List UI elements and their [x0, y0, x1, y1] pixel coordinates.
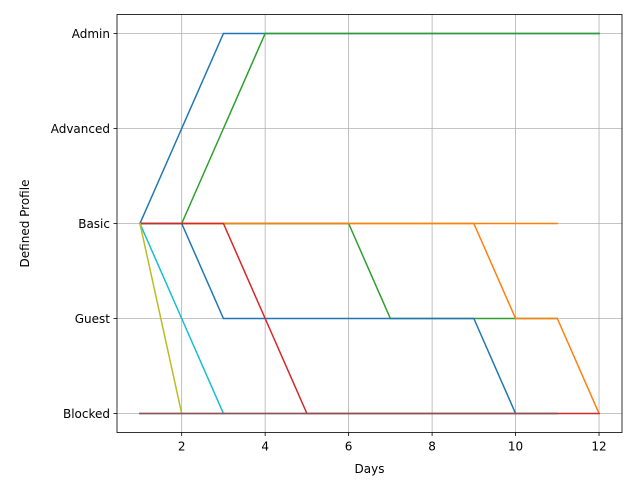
x-tick-label: 8 — [428, 440, 436, 454]
x-tick-label: 2 — [178, 440, 186, 454]
series-line-6 — [139, 222, 517, 415]
y-tick-label: Blocked — [63, 407, 110, 421]
x-axis-ticks: 2 4 6 8 10 12 — [178, 432, 607, 454]
y-tick-label: Basic — [78, 217, 110, 231]
x-tick-label: 4 — [261, 440, 269, 454]
series-lines — [138, 32, 601, 415]
y-tick-label: Admin — [72, 27, 110, 41]
x-axis-label: Days — [355, 462, 385, 476]
x-tick-label: 12 — [591, 440, 606, 454]
series-line-9 — [139, 222, 183, 415]
y-axis-label: Defined Profile — [18, 180, 32, 268]
series-line-8 — [138, 222, 225, 415]
y-axis-ticks: Blocked Guest Basic Advanced Admin — [51, 27, 117, 421]
y-tick-label: Guest — [75, 312, 111, 326]
y-tick-label: Advanced — [51, 122, 110, 136]
x-tick-label: 10 — [508, 440, 523, 454]
series-line-2 — [139, 32, 600, 225]
x-tick-label: 6 — [345, 440, 353, 454]
